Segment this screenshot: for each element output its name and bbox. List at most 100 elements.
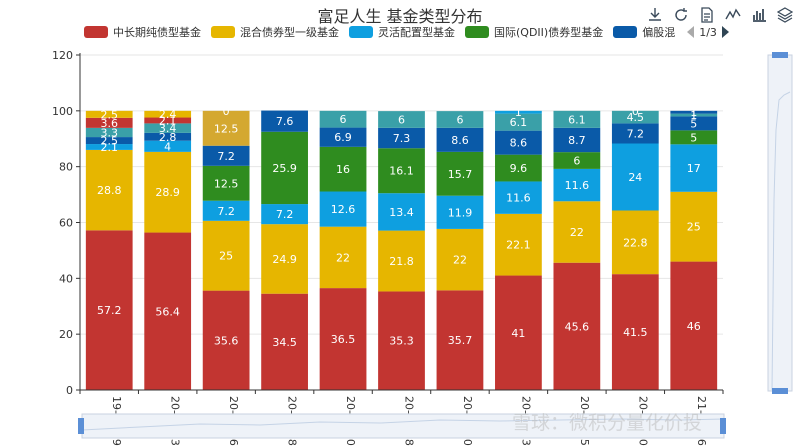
bar-segment[interactable] (495, 113, 542, 131)
bar-segment[interactable] (553, 152, 601, 169)
bar-value-label: 7.2 (217, 205, 235, 218)
bar-segment[interactable] (611, 274, 659, 390)
bar-segment[interactable] (495, 154, 542, 182)
bar-segment[interactable] (319, 110, 367, 128)
bar-value-label: 25.9 (272, 162, 297, 175)
bar-segment[interactable] (553, 201, 601, 263)
bar-segment[interactable] (495, 130, 542, 155)
legend-swatch-1 (84, 26, 108, 38)
bar-segment[interactable] (436, 195, 484, 229)
bar-segment[interactable] (378, 230, 425, 292)
bar-segment[interactable] (261, 293, 308, 390)
bar-segment[interactable] (202, 290, 250, 390)
bar-segment[interactable] (85, 127, 133, 138)
bar-segment[interactable] (85, 117, 133, 128)
bar-segment[interactable] (670, 191, 718, 262)
bar-segment[interactable] (436, 111, 484, 128)
y-zoom-top-handle[interactable] (772, 52, 788, 58)
legend-next-page-icon[interactable] (721, 26, 729, 38)
bar-segment[interactable] (378, 193, 425, 231)
y-zoom-track[interactable] (767, 54, 793, 392)
bar-segment[interactable] (202, 220, 250, 291)
legend-item-5[interactable]: 偏股混 (613, 24, 675, 40)
bar-segment[interactable] (378, 127, 425, 149)
bar-segment[interactable] (611, 110, 659, 124)
bar-segment[interactable] (261, 204, 308, 225)
bar-segment[interactable] (495, 110, 542, 114)
bar-segment[interactable] (553, 262, 601, 390)
bar-segment[interactable] (553, 110, 601, 128)
legend-item-1[interactable]: 中长期纯债型基金 (84, 24, 201, 40)
bar-segment[interactable] (436, 290, 484, 390)
bar-segment[interactable] (144, 140, 192, 152)
legend-item-2[interactable]: 混合债券型一级基金 (211, 24, 339, 40)
bar-value-label: 16 (336, 163, 350, 176)
bar-segment[interactable] (553, 168, 601, 202)
bar-value-label: 4.5 (627, 111, 645, 124)
bar-value-label: 4 (164, 140, 171, 153)
legend-item-4[interactable]: 国际(QDII)债券型基金 (465, 24, 603, 40)
bar-segment[interactable] (319, 146, 367, 192)
bar-segment[interactable] (261, 110, 308, 132)
bar-value-label: 28.8 (97, 184, 122, 197)
x-zoom-track[interactable] (81, 413, 725, 439)
bar-segment[interactable] (261, 131, 308, 205)
bar-segment[interactable] (611, 210, 659, 275)
bar-segment[interactable] (319, 127, 367, 147)
bar-segment[interactable] (319, 226, 367, 289)
data-view-icon[interactable] (696, 6, 718, 24)
bar-segment[interactable] (495, 275, 542, 390)
download-icon[interactable] (644, 6, 666, 24)
bar-segment[interactable] (144, 232, 192, 390)
bar-segment[interactable] (670, 261, 718, 390)
bar-segment[interactable] (670, 113, 718, 117)
bar-value-label: 1 (690, 106, 697, 119)
bar-segment[interactable] (378, 111, 425, 128)
bar-value-label: 12.6 (331, 203, 356, 216)
x-zoom-left-handle[interactable] (78, 418, 84, 434)
bar-segment[interactable] (319, 288, 367, 390)
refresh-icon[interactable] (670, 6, 692, 24)
bar-segment[interactable] (436, 228, 484, 291)
legend-item-3[interactable]: 灵活配置型基金 (349, 24, 455, 40)
legend-prev-page-icon[interactable] (687, 26, 695, 38)
bar-segment[interactable] (261, 224, 308, 294)
line-chart-icon[interactable] (722, 6, 744, 24)
stack-icon[interactable] (774, 6, 796, 24)
bar-segment[interactable] (85, 137, 133, 145)
bar-value-label: 2.5 (100, 108, 118, 121)
bar-segment[interactable] (378, 148, 425, 194)
bar-chart-icon[interactable] (748, 6, 770, 24)
bar-segment[interactable] (85, 144, 133, 150)
bar-segment[interactable] (202, 200, 250, 221)
bar-segment[interactable] (144, 123, 192, 133)
bar-segment[interactable] (670, 116, 718, 131)
bar-segment[interactable] (436, 127, 484, 152)
bar-segment[interactable] (319, 191, 367, 227)
bar-segment[interactable] (670, 144, 718, 192)
bar-segment[interactable] (553, 127, 601, 153)
bar-segment[interactable] (144, 132, 192, 141)
bar-segment[interactable] (202, 165, 250, 201)
bar-segment[interactable] (495, 213, 542, 276)
y-zoom-bottom-handle[interactable] (772, 388, 788, 394)
x-zoom-right-handle[interactable] (720, 418, 726, 434)
bar-segment[interactable] (611, 143, 659, 211)
bar-segment[interactable] (144, 110, 192, 118)
bar-segment[interactable] (495, 181, 542, 214)
bar-segment[interactable] (85, 110, 133, 118)
bar-segment[interactable] (670, 110, 718, 114)
bar-value-label: 28.9 (155, 186, 180, 199)
bar-segment[interactable] (144, 117, 192, 124)
bar-segment[interactable] (202, 110, 250, 146)
bar-value-label: 8.6 (510, 137, 528, 150)
bar-value-label: 35.6 (214, 334, 239, 347)
bar-segment[interactable] (670, 130, 718, 145)
bar-segment[interactable] (378, 291, 425, 390)
bar-segment[interactable] (144, 151, 192, 233)
bar-segment[interactable] (611, 123, 659, 144)
bar-segment[interactable] (202, 145, 250, 166)
bar-segment[interactable] (85, 230, 133, 390)
bar-segment[interactable] (436, 151, 484, 196)
bar-segment[interactable] (85, 149, 133, 231)
